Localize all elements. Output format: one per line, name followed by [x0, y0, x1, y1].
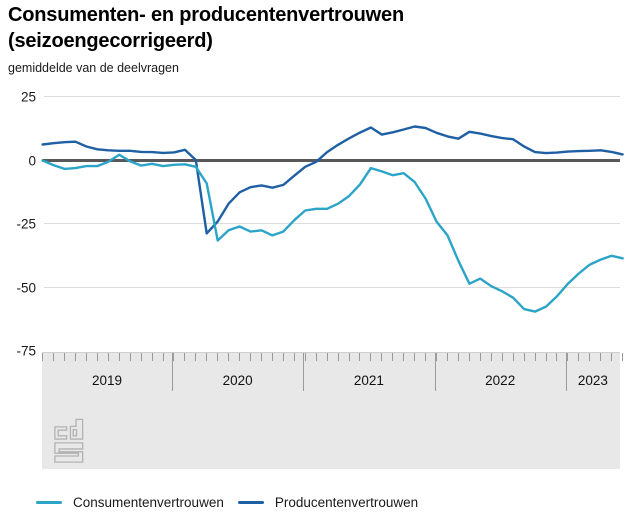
x-axis-band: 2019 2020 2021 2022 2023	[42, 352, 624, 469]
zero-line	[42, 159, 620, 162]
month-tick	[184, 353, 186, 361]
y-tick-label: -25	[16, 216, 36, 232]
y-tick-label: 25	[20, 89, 36, 105]
cbs-logo-c	[54, 426, 68, 440]
cbs-logo-b-counter	[72, 429, 78, 437]
month-tick	[315, 353, 317, 361]
page-title: Consumenten- en producentenvertrouwen (s…	[8, 2, 404, 54]
title-line-2: (seizoengecorrigeerd)	[8, 30, 213, 52]
month-tick	[162, 353, 164, 361]
y-tick-label: -75	[16, 343, 36, 359]
title-line-1: Consumenten- en producentenvertrouwen	[8, 4, 404, 26]
plot-area	[41, 125, 624, 313]
year-separator	[434, 353, 436, 391]
cbs-logo-b	[69, 418, 84, 440]
month-tick	[42, 353, 44, 361]
month-tick	[173, 353, 175, 361]
month-tick	[534, 353, 536, 361]
month-tick	[523, 353, 525, 361]
month-tick	[85, 353, 87, 361]
month-tick	[337, 353, 339, 361]
month-tick	[261, 353, 262, 361]
month-tick	[129, 353, 131, 361]
gridline-25	[44, 96, 620, 97]
legend-item-producer: Producentenvertrouwen	[237, 495, 419, 510]
month-tick	[414, 353, 416, 361]
producer-line	[41, 125, 624, 235]
month-tick	[545, 353, 547, 361]
legend-label-producer: Producentenvertrouwen	[274, 495, 419, 510]
month-tick	[381, 353, 383, 361]
month-tick	[304, 353, 306, 361]
month-tick	[392, 353, 394, 361]
month-tick	[239, 353, 241, 361]
gridline-minus50	[44, 287, 620, 288]
month-tick	[140, 353, 142, 361]
month-tick	[457, 353, 459, 361]
month-tick	[326, 353, 328, 361]
month-tick	[348, 353, 350, 361]
month-tick	[53, 353, 54, 361]
legend: Consumentenvertrouwen Producentenvertrou…	[36, 495, 418, 510]
chart-subtitle: gemiddelde van de deelvragen	[8, 61, 179, 75]
month-tick	[589, 353, 591, 361]
month-tick	[512, 353, 514, 361]
month-tick	[556, 353, 558, 361]
y-tick-label: 0	[28, 153, 36, 168]
month-tick	[206, 353, 208, 361]
legend-label-consumer: Consumentenvertrouwen	[73, 495, 224, 510]
year-separator	[303, 353, 305, 391]
month-tick	[293, 353, 295, 361]
month-tick	[151, 353, 153, 361]
month-tick	[96, 353, 98, 361]
month-tick	[370, 353, 372, 361]
y-tick-label: -50	[16, 280, 36, 295]
month-tick	[359, 353, 361, 361]
month-tick	[501, 353, 503, 361]
month-tick	[74, 353, 76, 361]
month-tick	[107, 353, 109, 361]
month-tick	[425, 353, 427, 361]
consumer-line	[41, 153, 624, 313]
month-tick	[228, 353, 230, 361]
legend-item-consumer: Consumentenvertrouwen	[36, 495, 224, 510]
month-tick	[195, 353, 197, 361]
month-tick	[490, 353, 492, 361]
month-tick	[118, 353, 120, 361]
year-label: 2019	[91, 373, 123, 388]
month-tick	[479, 353, 481, 361]
consumer-line-swatch	[36, 501, 62, 504]
year-label: 2020	[222, 373, 253, 388]
month-tick	[468, 353, 470, 361]
gridline-minus25	[44, 223, 620, 224]
cbs-logo-s	[54, 442, 84, 463]
year-label: 2022	[485, 373, 516, 388]
year-label: 2021	[353, 373, 384, 388]
month-tick	[250, 353, 251, 361]
month-tick	[567, 353, 569, 361]
month-tick	[447, 353, 448, 361]
year-label: 2023	[577, 373, 608, 388]
month-tick	[282, 353, 284, 361]
month-tick	[578, 353, 580, 361]
year-separator	[171, 353, 173, 391]
cbs-logo-icon	[54, 418, 84, 463]
month-tick	[271, 353, 273, 361]
month-tick	[403, 353, 405, 361]
month-tick	[600, 353, 602, 361]
month-tick	[611, 353, 613, 361]
month-tick	[64, 353, 65, 361]
month-tick	[622, 353, 624, 361]
producer-line-swatch	[237, 501, 264, 504]
month-tick	[217, 353, 219, 361]
month-tick	[436, 353, 437, 361]
year-separator	[565, 353, 567, 391]
